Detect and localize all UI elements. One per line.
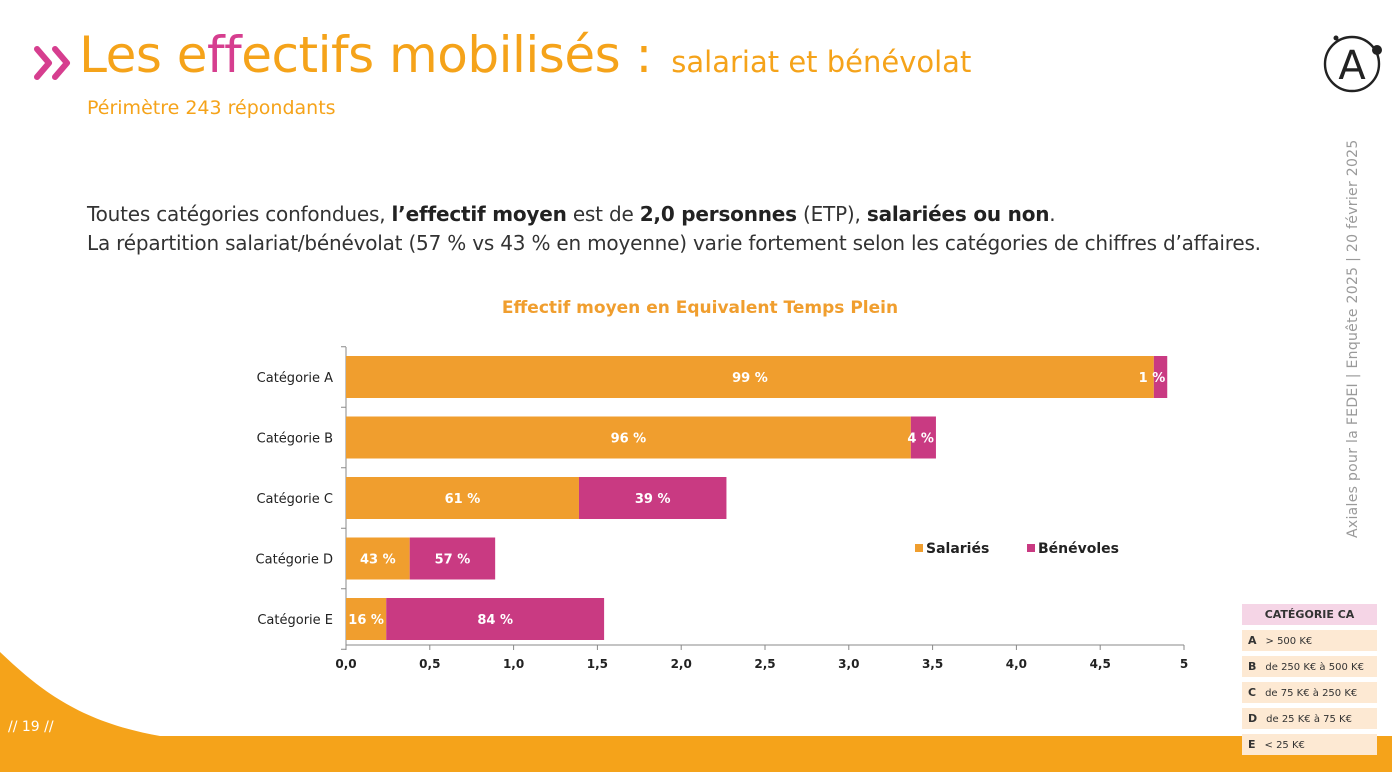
x-tick-label: 2,0 (671, 657, 692, 671)
data-label: 61 % (445, 492, 481, 507)
data-label: 39 % (635, 492, 671, 507)
bar-benevoles (1153, 356, 1168, 398)
chart-title: Effectif moyen en Equivalent Temps Plein (502, 298, 898, 318)
data-label: 84 % (477, 613, 513, 628)
bar-benevoles (409, 537, 496, 580)
page-subtitle: salariat et bénévolat (671, 45, 972, 79)
bar-salaries (346, 598, 387, 640)
bar-salaries (346, 477, 579, 519)
x-tick-label: 1,5 (587, 657, 608, 671)
x-tick-label: 1,0 (503, 657, 524, 671)
legend-swatch-benevoles (1027, 544, 1035, 552)
svg-text:A: A (1338, 43, 1366, 89)
data-label: 57 % (435, 553, 471, 568)
bar-benevoles (578, 477, 727, 519)
chevron-double-right-icon (34, 46, 70, 80)
data-label: 4 % (907, 432, 934, 447)
category-label: Catégorie A (257, 371, 333, 386)
categorie-ca-row: A > 500 K€ (1242, 630, 1377, 651)
categorie-ca-row: E < 25 K€ (1242, 734, 1377, 755)
legend-swatch-salaries (915, 544, 923, 552)
axiales-logo: A (1323, 35, 1382, 93)
data-label: 16 % (348, 613, 384, 628)
intro-text: Toutes catégories confondues, l’effectif… (87, 202, 1261, 255)
data-label: 96 % (611, 432, 647, 447)
bar-salaries (346, 537, 410, 580)
category-label: Catégorie C (256, 492, 333, 507)
data-label: 43 % (360, 553, 396, 568)
categorie-ca-title: CATÉGORIE CA (1242, 604, 1377, 625)
bar-benevoles (910, 416, 936, 459)
category-label: Catégorie D (256, 553, 333, 568)
x-tick-label: 4,0 (1006, 657, 1027, 671)
category-label: Catégorie B (257, 432, 333, 447)
x-tick-label: 0,5 (419, 657, 440, 671)
legend-label: Bénévoles (1038, 541, 1119, 557)
x-tick-label: 0,0 (335, 657, 356, 671)
x-tick-label: 2,5 (754, 657, 775, 671)
x-tick-label: 5 (1180, 657, 1188, 671)
bar-salaries (346, 416, 911, 459)
bar-benevoles (386, 598, 605, 640)
page-title: Les effectifs mobilisés : salariat et bé… (34, 26, 971, 84)
x-tick-label: 3,0 (838, 657, 859, 671)
legend-label: Salariés (926, 541, 989, 557)
data-label: 99 % (732, 371, 768, 386)
perimetre-text: Périmètre 243 répondants (87, 97, 336, 119)
x-tick-label: 3,5 (922, 657, 943, 671)
category-label: Catégorie E (257, 613, 333, 628)
page-number: // 19 // (8, 719, 54, 735)
data-label: 1 % (1139, 371, 1166, 386)
bar-salaries (346, 356, 1154, 398)
x-tick-label: 4,5 (1090, 657, 1111, 671)
